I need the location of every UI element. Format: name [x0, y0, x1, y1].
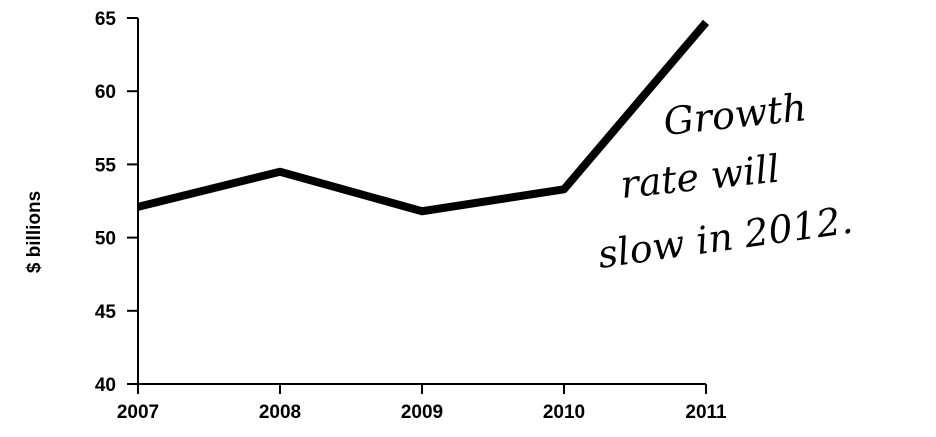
y-tick-label: 40 — [95, 375, 116, 396]
annotation-line-3: slow in 2012. — [595, 198, 855, 277]
x-tick-label: 2011 — [685, 402, 727, 423]
x-tick-label: 2009 — [401, 402, 443, 423]
series-group — [137, 19, 710, 216]
series-line — [137, 19, 710, 216]
x-tick-label: 2010 — [543, 402, 585, 423]
y-tick-label: 50 — [95, 229, 116, 250]
y-axis-ticks: 40 45 50 55 60 65 — [95, 9, 138, 396]
x-tick-label: 2007 — [117, 402, 159, 423]
x-axis-ticks: 2007 2008 2009 2010 2011 — [117, 384, 727, 423]
x-tick-label: 2008 — [259, 402, 301, 423]
y-tick-label: 55 — [95, 155, 117, 176]
y-tick-label: 65 — [95, 9, 117, 30]
y-tick-label: 45 — [95, 302, 117, 323]
handwritten-annotation: Growth rate will slow in 2012. — [595, 85, 855, 277]
annotation-line-2: rate will — [618, 147, 781, 207]
annotation-line-1: Growth — [661, 85, 808, 144]
y-axis-title: $ billions — [24, 191, 45, 273]
y-tick-label: 60 — [95, 82, 116, 103]
axes — [137, 18, 706, 385]
